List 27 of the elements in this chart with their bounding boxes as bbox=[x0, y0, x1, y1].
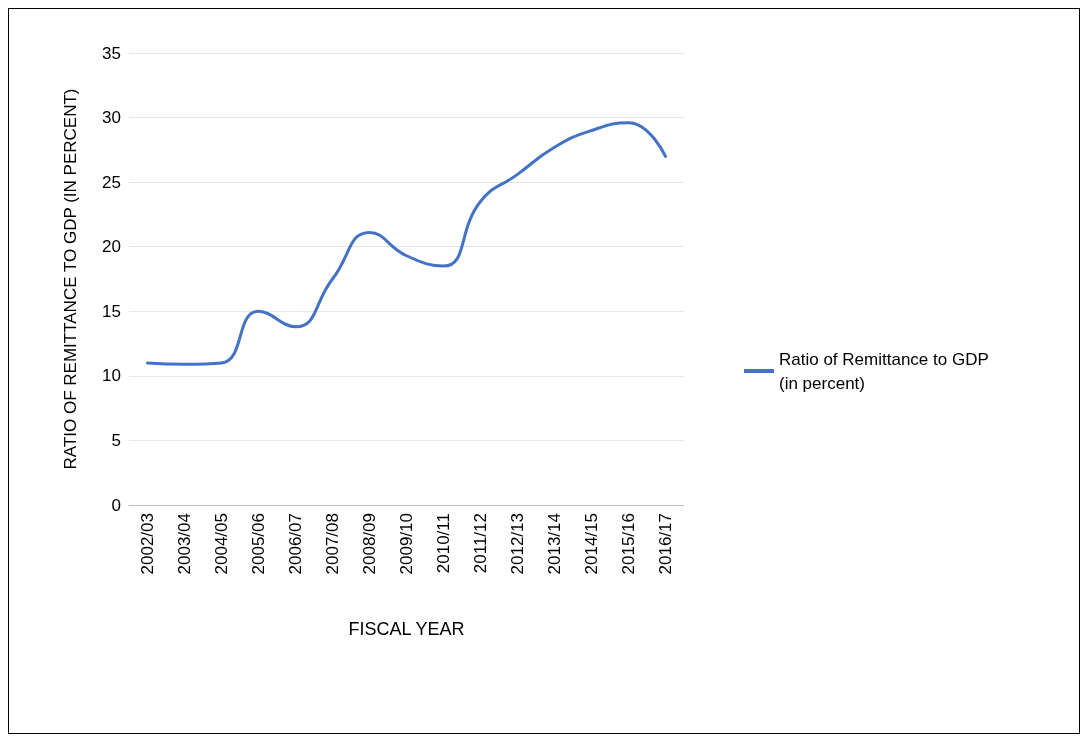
x-tick-label: 2007/08 bbox=[323, 513, 342, 575]
x-tick-label: 2016/17 bbox=[656, 513, 675, 575]
x-tick-label: 2002/03 bbox=[138, 513, 157, 575]
x-tick-label: 2015/16 bbox=[619, 513, 638, 575]
x-tick-label: 2004/05 bbox=[212, 513, 231, 575]
x-axis-title: FISCAL YEAR bbox=[348, 619, 465, 639]
legend-label: Ratio of Remittance to GDP (in percent) bbox=[779, 349, 989, 393]
x-tick-label: 2008/09 bbox=[360, 513, 379, 575]
x-tick-label: 2010/11 bbox=[434, 513, 453, 574]
x-tick-label: 2013/14 bbox=[545, 513, 564, 575]
y-tick-label: 20 bbox=[102, 237, 121, 257]
y-tick-label: 30 bbox=[102, 108, 121, 128]
y-tick-label: 25 bbox=[102, 172, 121, 192]
y-axis-title: RATIO OF REMITTANCE TO GDP (IN PERCENT) bbox=[61, 88, 80, 470]
y-tick-label: 15 bbox=[102, 301, 121, 321]
x-tick-label: 2014/15 bbox=[582, 513, 601, 575]
x-tick-label: 2012/13 bbox=[508, 513, 527, 575]
x-tick-label: 2006/07 bbox=[286, 513, 305, 575]
x-tick-label: 2005/06 bbox=[249, 513, 268, 575]
y-tick-label: 5 bbox=[111, 430, 121, 450]
x-tick-label: 2011/12 bbox=[471, 513, 490, 574]
x-tick-label: 2003/04 bbox=[175, 513, 194, 575]
y-tick-label: 10 bbox=[102, 366, 121, 386]
line-series bbox=[146, 121, 667, 366]
y-tick-label: 35 bbox=[102, 43, 121, 63]
y-tick-label: 0 bbox=[111, 495, 121, 515]
x-tick-label: 2009/10 bbox=[397, 513, 416, 575]
